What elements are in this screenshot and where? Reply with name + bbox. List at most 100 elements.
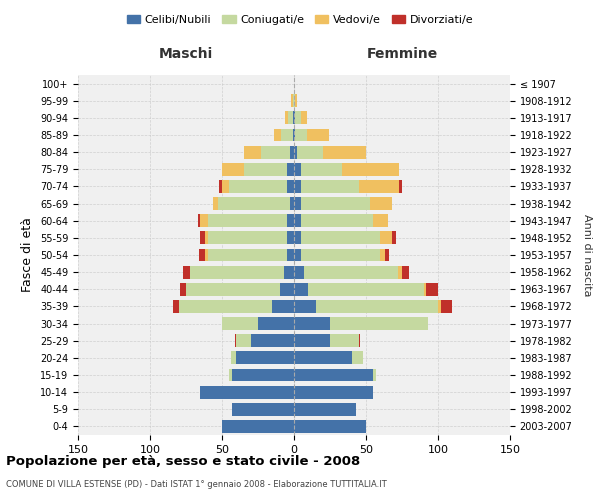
Bar bbox=[180, 283, 186, 296]
Bar bbox=[190, 266, 284, 278]
Bar bbox=[295, 128, 307, 141]
Legend: Celibi/Nubili, Coniugati/e, Vedovi/e, Divorziati/e: Celibi/Nubili, Coniugati/e, Vedovi/e, Di… bbox=[122, 10, 478, 29]
Bar bbox=[284, 266, 294, 278]
Bar bbox=[244, 163, 287, 175]
Bar bbox=[441, 300, 452, 313]
Bar bbox=[236, 334, 251, 347]
Bar bbox=[352, 352, 363, 364]
Bar bbox=[287, 232, 294, 244]
Bar bbox=[301, 197, 370, 210]
Bar bbox=[200, 386, 294, 398]
Bar bbox=[208, 232, 287, 244]
Bar bbox=[200, 232, 205, 244]
Bar bbox=[294, 248, 301, 262]
Bar bbox=[294, 266, 304, 278]
Y-axis label: Anni di nascita: Anni di nascita bbox=[582, 214, 592, 296]
Bar bbox=[380, 248, 385, 262]
Bar bbox=[294, 334, 330, 347]
Bar bbox=[218, 197, 290, 210]
Bar bbox=[281, 128, 293, 141]
Bar bbox=[232, 368, 294, 382]
Bar bbox=[301, 112, 307, 124]
Bar bbox=[290, 197, 294, 210]
Bar bbox=[291, 94, 293, 107]
Bar bbox=[297, 146, 323, 158]
Bar bbox=[373, 368, 376, 382]
Bar bbox=[330, 317, 428, 330]
Bar bbox=[294, 197, 301, 210]
Bar bbox=[294, 403, 356, 415]
Bar bbox=[258, 317, 294, 330]
Bar bbox=[251, 334, 294, 347]
Bar bbox=[294, 146, 297, 158]
Bar bbox=[295, 112, 301, 124]
Bar bbox=[307, 128, 329, 141]
Bar bbox=[398, 266, 402, 278]
Bar bbox=[287, 180, 294, 193]
Bar bbox=[294, 368, 373, 382]
Bar bbox=[316, 300, 438, 313]
Bar bbox=[294, 283, 308, 296]
Bar bbox=[294, 214, 301, 227]
Bar bbox=[261, 146, 290, 158]
Bar bbox=[294, 420, 366, 433]
Text: COMUNE DI VILLA ESTENSE (PD) - Dati ISTAT 1° gennaio 2008 - Elaborazione TUTTITA: COMUNE DI VILLA ESTENSE (PD) - Dati ISTA… bbox=[6, 480, 387, 489]
Bar bbox=[424, 283, 427, 296]
Bar bbox=[288, 112, 293, 124]
Bar bbox=[294, 112, 295, 124]
Bar bbox=[438, 300, 441, 313]
Bar bbox=[293, 112, 294, 124]
Bar bbox=[287, 214, 294, 227]
Bar bbox=[304, 266, 398, 278]
Bar bbox=[385, 248, 389, 262]
Text: Maschi: Maschi bbox=[159, 48, 213, 62]
Bar bbox=[301, 163, 341, 175]
Bar bbox=[173, 300, 179, 313]
Bar bbox=[208, 248, 287, 262]
Bar bbox=[230, 352, 236, 364]
Bar bbox=[272, 300, 294, 313]
Bar bbox=[294, 128, 295, 141]
Bar bbox=[294, 317, 330, 330]
Bar bbox=[373, 214, 388, 227]
Bar bbox=[186, 283, 280, 296]
Bar bbox=[359, 334, 360, 347]
Bar bbox=[359, 180, 399, 193]
Bar bbox=[293, 128, 294, 141]
Bar bbox=[287, 163, 294, 175]
Bar bbox=[179, 300, 272, 313]
Bar bbox=[235, 334, 236, 347]
Bar bbox=[294, 386, 373, 398]
Bar bbox=[294, 163, 301, 175]
Bar bbox=[341, 163, 399, 175]
Bar bbox=[222, 420, 294, 433]
Bar bbox=[301, 214, 373, 227]
Bar bbox=[308, 283, 424, 296]
Bar bbox=[287, 248, 294, 262]
Bar bbox=[294, 94, 295, 107]
Bar bbox=[301, 232, 380, 244]
Bar bbox=[380, 232, 392, 244]
Bar bbox=[392, 232, 396, 244]
Bar bbox=[301, 248, 380, 262]
Text: Femmine: Femmine bbox=[367, 48, 437, 62]
Bar bbox=[323, 146, 366, 158]
Bar bbox=[294, 352, 352, 364]
Bar bbox=[200, 214, 208, 227]
Bar bbox=[427, 283, 438, 296]
Bar bbox=[399, 180, 402, 193]
Bar bbox=[205, 248, 208, 262]
Bar bbox=[199, 248, 205, 262]
Bar bbox=[208, 214, 287, 227]
Bar bbox=[280, 283, 294, 296]
Bar bbox=[293, 94, 294, 107]
Bar bbox=[295, 94, 297, 107]
Bar bbox=[197, 214, 200, 227]
Bar bbox=[301, 180, 359, 193]
Bar bbox=[214, 197, 218, 210]
Bar bbox=[294, 180, 301, 193]
Bar bbox=[222, 163, 244, 175]
Bar bbox=[183, 266, 190, 278]
Bar bbox=[222, 180, 229, 193]
Bar bbox=[205, 232, 208, 244]
